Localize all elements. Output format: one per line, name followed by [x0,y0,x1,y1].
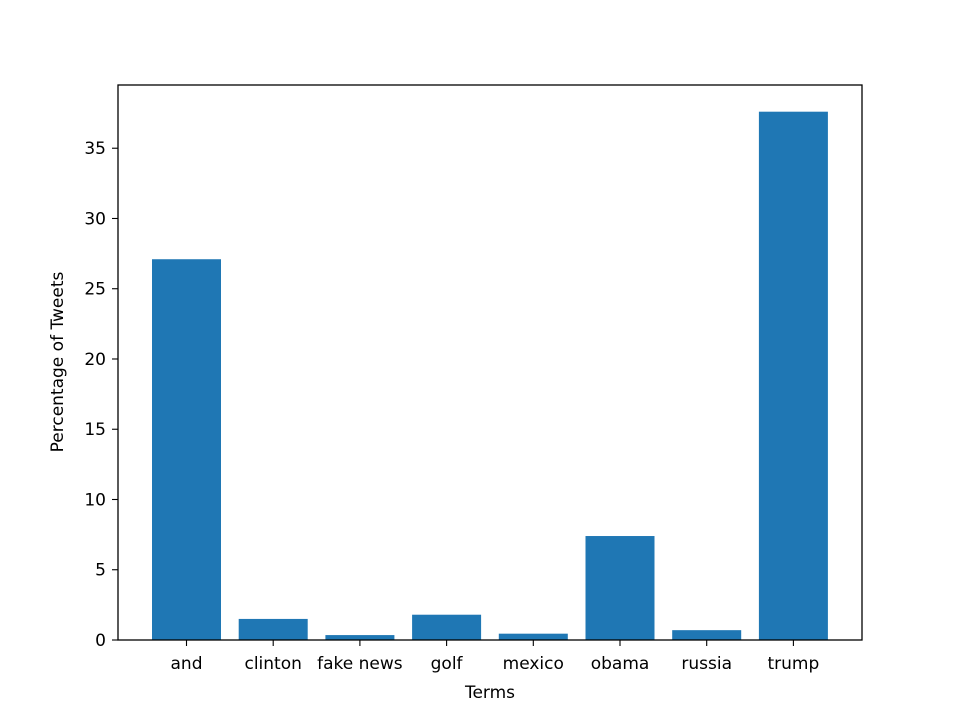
y-axis-label: Percentage of Tweets [48,271,68,452]
y-tick-label: 25 [84,280,106,300]
bar-clinton [238,618,308,640]
bar-fake-news [325,635,395,640]
bar-mexico [498,633,568,640]
y-tick-label: 30 [84,209,106,229]
x-tick-label-clinton: clinton [244,654,301,674]
plot-frame [117,84,863,641]
y-tick-label: 0 [95,631,106,651]
bar-obama [585,536,655,640]
bar-golf [412,614,482,640]
bar-russia [672,630,742,640]
x-axis-ticks: and clinton fake news golf mexico obama russia… [171,640,820,674]
y-axis-ticks: 0 5 10 15 20 25 30 35 [84,139,118,651]
x-tick-label-golf: golf [431,654,464,674]
bar-and [152,259,221,640]
x-axis-label: Terms [464,683,515,703]
y-tick-label: 15 [84,420,106,440]
x-tick-label-russia: russia [681,654,732,674]
x-tick-label-fake-news: fake news [317,654,403,674]
x-tick-label-trump: trump [768,654,820,674]
y-tick-label: 10 [84,490,106,510]
y-tick-label: 20 [84,350,106,370]
y-tick-label: 35 [84,139,106,159]
bar-trump [758,111,828,640]
x-tick-label-obama: obama [591,654,650,674]
x-tick-label-mexico: mexico [503,654,564,674]
y-tick-label: 5 [95,561,106,581]
x-tick-label-and: and [171,654,203,674]
bars-group [152,111,828,640]
